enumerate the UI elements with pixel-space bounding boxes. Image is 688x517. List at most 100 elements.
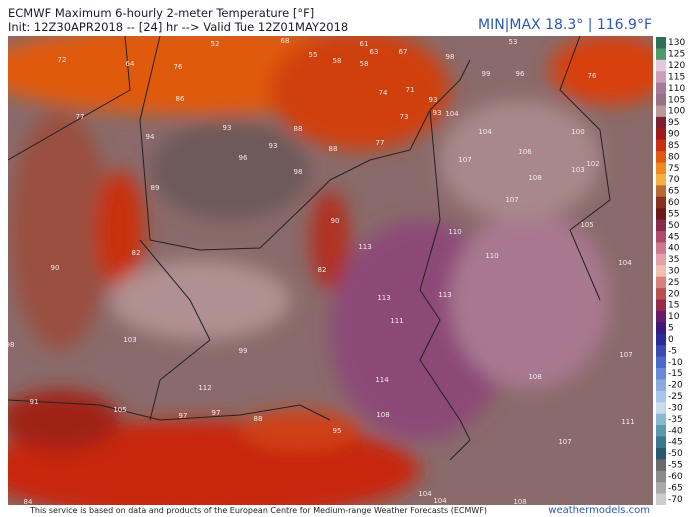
temperature-label: 103 — [571, 166, 584, 174]
temperature-label: 98 — [294, 168, 303, 176]
colorbar-label: -20 — [668, 381, 683, 391]
map-labels: 52 64 76 72 55 58 58 61 67 63 68 53 98 99 76 96 86 77 94 93… — [6, 37, 635, 505]
colorbar-label: 120 — [668, 61, 685, 71]
colorbar-swatch — [656, 447, 666, 460]
colorbar-label: 55 — [668, 209, 679, 219]
temperature-label: 104 — [418, 490, 432, 498]
colorbar-label: 0 — [668, 335, 674, 345]
temperature-label: 104 — [618, 259, 632, 267]
borders — [8, 36, 611, 461]
colorbar-swatch — [656, 402, 666, 415]
temperature-label: 113 — [358, 243, 371, 251]
temperature-label: 58 — [333, 57, 342, 65]
colorbar-swatch — [656, 231, 666, 243]
title: ECMWF Maximum 6-hourly 2-meter Temperatu… — [8, 6, 315, 20]
temperature-label: 96 — [239, 154, 248, 162]
temperature-label: 113 — [438, 291, 451, 299]
colorbar-label: 105 — [668, 95, 685, 105]
temperature-label: 111 — [621, 418, 634, 426]
colorbar-label: 125 — [668, 50, 685, 60]
temperature-label: 53 — [509, 38, 518, 46]
temperature-label: 108 — [513, 498, 526, 505]
temperature-label: 52 — [211, 40, 220, 48]
temperature-label: 104 — [478, 128, 492, 136]
temperature-label: 77 — [76, 113, 85, 121]
colorbar-swatch — [656, 105, 666, 118]
temperature-label: 107 — [619, 351, 632, 359]
colorbar-swatch — [656, 436, 666, 449]
colorbar-label: -65 — [668, 483, 683, 493]
temperature-label: 89 — [151, 184, 160, 192]
temperature-label: 76 — [174, 63, 183, 71]
temperature-label: 63 — [370, 48, 379, 56]
colorbar-swatch — [656, 288, 666, 301]
colorbar-label: 70 — [668, 175, 680, 185]
temperature-label: 93 — [429, 96, 438, 104]
temperature-label: 93 — [433, 109, 442, 117]
colorbar-label: 30 — [668, 267, 680, 277]
colorbar-label: 5 — [668, 324, 674, 334]
temperature-label: 82 — [318, 266, 327, 274]
colorbar-swatch — [656, 82, 666, 95]
colorbar-swatch — [656, 242, 666, 255]
temperature-label: 86 — [176, 95, 185, 103]
colorbar-label: -15 — [668, 369, 683, 379]
temperature-label: 82 — [132, 249, 141, 257]
colorbar-swatch — [656, 128, 666, 141]
colorbar-label: 20 — [668, 289, 680, 299]
colorbar-label: 15 — [668, 301, 679, 311]
colorbar-swatch — [656, 322, 666, 335]
colorbar-label: 90 — [668, 130, 680, 140]
temperature-label: 98 — [6, 341, 15, 349]
colorbar-swatch — [656, 162, 666, 175]
colorbar-swatch — [656, 390, 666, 403]
colorbar-label: 25 — [668, 278, 679, 288]
min-max: MIN|MAX 18.3° | 116.9°F — [477, 17, 652, 33]
temperature-label: 108 — [528, 174, 541, 182]
colorbar-swatch — [656, 116, 666, 129]
temperature-label: 103 — [123, 336, 136, 344]
colorbar-swatch — [656, 48, 666, 61]
temperature-field — [8, 36, 653, 505]
colorbar-swatch — [656, 356, 666, 369]
temperature-label: 99 — [239, 347, 248, 355]
temperature-label: 100 — [571, 128, 584, 136]
temperature-label: 77 — [376, 139, 385, 147]
colorbar-swatch — [656, 265, 666, 278]
temperature-label: 107 — [458, 156, 471, 164]
temperature-label: 104 — [445, 110, 459, 118]
init-line: Init: 12Z30APR2018 -- [24] hr --> Valid … — [8, 20, 349, 34]
map: 1301251201151101051009590858075706560555… — [6, 36, 685, 505]
colorbar-label: -35 — [668, 415, 683, 425]
temperature-label: 107 — [505, 196, 518, 204]
temperature-label: 88 — [254, 415, 263, 423]
temperature-label: 97 — [212, 409, 221, 417]
temperature-label: 93 — [223, 124, 232, 132]
colorbar-label: -25 — [668, 392, 683, 402]
temperature-label: 74 — [379, 89, 388, 97]
colorbar-swatch — [656, 345, 666, 358]
colorbar-swatch — [656, 94, 666, 106]
colorbar-swatch — [656, 470, 666, 483]
colorbar-swatch — [656, 139, 666, 152]
colorbar-swatch — [656, 368, 666, 380]
colorbar-label: 35 — [668, 255, 679, 265]
temperature-label: 91 — [30, 398, 39, 406]
colorbar-label: 110 — [668, 84, 685, 94]
temperature-label: 110 — [448, 228, 461, 236]
temperature-label: 55 — [309, 51, 318, 59]
temperature-label: 111 — [390, 317, 403, 325]
temperature-label: 108 — [528, 373, 541, 381]
footer: This service is based on data and produc… — [0, 505, 654, 517]
colorbar-swatch — [656, 276, 666, 289]
temperature-label: 67 — [399, 48, 408, 56]
colorbar-label: 60 — [668, 198, 680, 208]
colorbar-swatch — [656, 196, 666, 209]
colorbar: 1301251201151101051009590858075706560555… — [656, 37, 685, 505]
footer-text: This service is based on data and produc… — [30, 506, 488, 515]
colorbar-label: 95 — [668, 118, 679, 128]
temperature-label: 104 — [433, 497, 447, 505]
temperature-label: 99 — [482, 70, 491, 78]
colorbar-swatch — [656, 310, 666, 323]
temperature-label: 90 — [331, 217, 340, 225]
